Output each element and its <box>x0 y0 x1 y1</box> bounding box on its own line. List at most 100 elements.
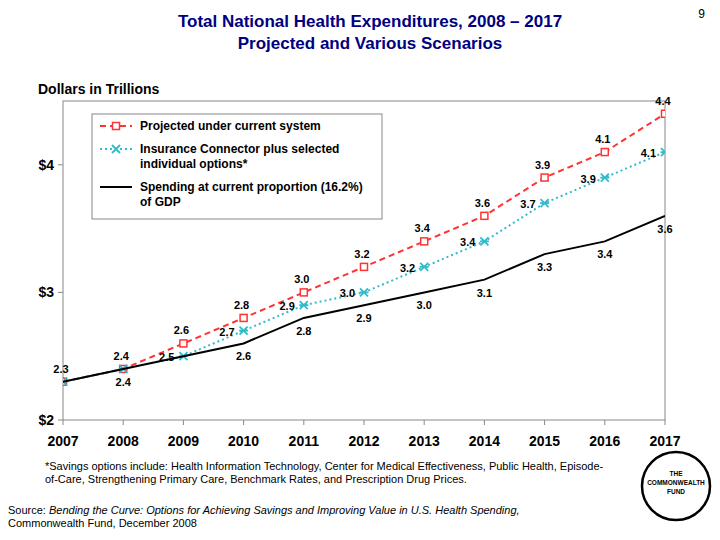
series-line <box>63 114 665 382</box>
x-tick <box>364 420 365 425</box>
x-tick <box>665 420 666 425</box>
x-tick <box>484 420 485 425</box>
data-label: 2.6 <box>236 350 251 362</box>
legend: Projected under current system Insurance … <box>92 114 382 219</box>
data-point <box>420 263 429 271</box>
data-label: 3.0 <box>294 273 309 285</box>
logo-text: THE <box>670 470 684 477</box>
x-tick-label: 2017 <box>649 433 680 449</box>
x-tick-label: 2014 <box>469 433 500 449</box>
subtitle: Projected and Various Scenarios <box>238 34 503 53</box>
data-label: 2.8 <box>234 299 249 311</box>
data-label: 2.4 <box>116 376 132 388</box>
x-tick <box>303 420 304 425</box>
source-tail: Commonwealth Fund, December 2008 <box>8 517 197 529</box>
data-label: 2.9 <box>356 312 371 324</box>
series-line <box>63 216 665 382</box>
data-label: 3.9 <box>581 173 596 185</box>
data-label: 4.1 <box>641 147 656 159</box>
data-label: 4.1 <box>595 133 610 145</box>
legend-swatch <box>100 186 132 188</box>
slide: Total National Health Expenditures, 2008… <box>0 0 720 540</box>
data-label: 3.9 <box>535 159 550 171</box>
x-tick-label: 2010 <box>228 433 259 449</box>
data-point <box>661 148 666 156</box>
source-label: Source: <box>8 504 49 516</box>
data-labels: 2.3 2.4 2.6 2.8 3.0 3.2 3.4 3.6 3.9 4.1 4.4 2.5 2.7 2… <box>53 95 672 388</box>
x-tick <box>243 420 244 425</box>
logo-text: FUND <box>667 488 685 495</box>
x-tick-label: 2013 <box>409 433 440 449</box>
x-tick <box>63 420 64 425</box>
data-label: 3.7 <box>520 198 535 210</box>
series-line <box>63 152 665 382</box>
footnote: *Savings options include: Health Informa… <box>45 460 615 486</box>
x-tick-label: 2012 <box>348 433 379 449</box>
source: Source: Bending the Curve: Options for A… <box>8 504 608 530</box>
data-label: 2.8 <box>296 325 311 337</box>
data-label: 2.7 <box>219 326 234 338</box>
x-tick <box>183 420 184 425</box>
y-tick-label: $2 <box>38 412 54 428</box>
legend-marker <box>113 123 120 130</box>
data-label: 3.4 <box>597 248 613 260</box>
data-label: 2.4 <box>114 350 130 362</box>
data-point <box>481 212 488 219</box>
data-label: 3.0 <box>340 287 355 299</box>
data-point <box>360 288 369 296</box>
data-label: 3.2 <box>354 248 369 260</box>
data-point <box>601 149 608 156</box>
x-tick-label: 2015 <box>529 433 560 449</box>
y-tick-label: $3 <box>38 284 54 300</box>
data-label: 3.6 <box>657 223 672 235</box>
legend-label: Insurance Connector plus selected indivi… <box>140 142 343 171</box>
x-tick-label: 2011 <box>289 433 320 449</box>
data-label: 3.1 <box>477 287 492 299</box>
y-tick <box>58 292 63 293</box>
y-axis-label: Dollars in Trillions <box>38 81 160 97</box>
legend-box <box>92 114 382 219</box>
data-point <box>299 301 308 309</box>
y-tick <box>58 164 63 165</box>
data-label: 3.0 <box>417 299 432 311</box>
y-tick <box>58 420 63 421</box>
x-tick-label: 2007 <box>47 433 78 449</box>
x-tick <box>424 420 425 425</box>
data-point <box>240 314 247 321</box>
data-label: 4.4 <box>655 95 671 107</box>
page-number: 9 <box>698 7 705 21</box>
x-tick <box>123 420 124 425</box>
data-point <box>239 327 248 335</box>
data-label: 3.3 <box>537 261 552 273</box>
source-title: Bending the Curve: Options for Achieving… <box>49 504 520 516</box>
marks <box>63 110 665 385</box>
logo-circle <box>642 452 710 520</box>
x-tick-label: 2009 <box>168 433 199 449</box>
x-tick <box>544 420 545 425</box>
data-point <box>662 110 666 117</box>
legend-label: Spending at current proportion (16.2%) o… <box>140 180 366 209</box>
legend-marker <box>112 145 120 153</box>
data-label: 2.9 <box>280 300 295 312</box>
x-tick-label: 2016 <box>589 433 620 449</box>
data-point <box>361 263 368 270</box>
data-label: 3.4 <box>415 222 431 234</box>
plot-frame <box>63 101 665 420</box>
chart: Total National Health Expenditures, 2008… <box>0 0 720 540</box>
x-tick <box>604 420 605 425</box>
y-tick-label: $4 <box>38 157 54 173</box>
data-point <box>540 199 549 207</box>
data-label: 2.5 <box>159 351 174 363</box>
data-label: 2.3 <box>53 363 68 375</box>
logo-text: COMMONWEALTH <box>647 479 705 486</box>
data-point <box>180 340 187 347</box>
legend-label: Projected under current system <box>140 119 321 133</box>
data-label: 3.6 <box>475 197 490 209</box>
data-point <box>480 237 489 245</box>
x-tick-label: 2008 <box>108 433 139 449</box>
data-point <box>300 289 307 296</box>
title: Total National Health Expenditures, 2008… <box>178 12 562 31</box>
data-label: 3.2 <box>400 262 415 274</box>
data-point <box>600 174 609 182</box>
data-label: 3.4 <box>460 236 476 248</box>
